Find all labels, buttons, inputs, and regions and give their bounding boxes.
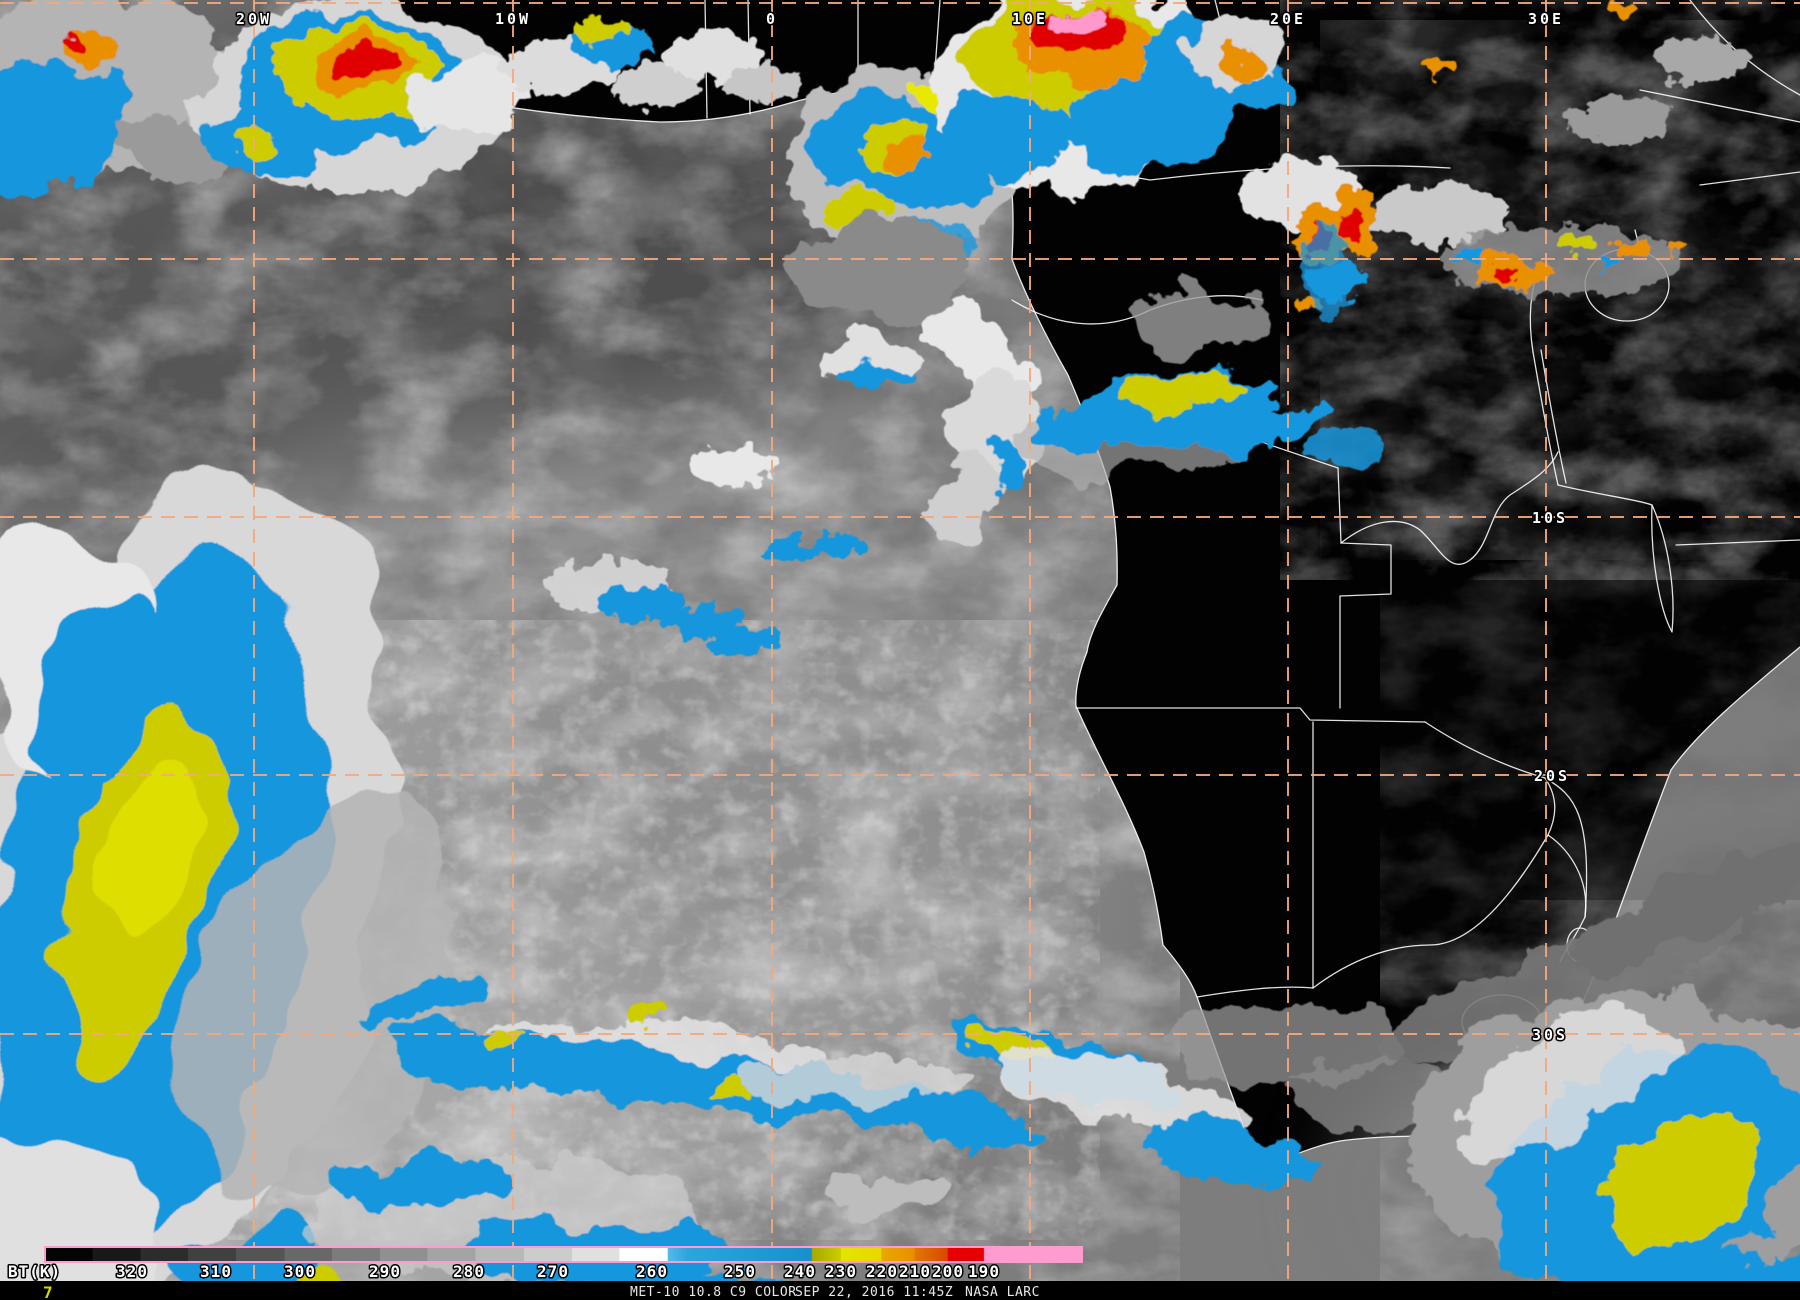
grid-labels: 20W 10W 0 10E 20E 30E 10S 20S 30S: [234, 9, 1570, 1046]
colorbar: BT(K) 320 310 300 290 280 270 260 250 24…: [7, 1246, 1083, 1283]
convective-line-angola: [1019, 294, 1380, 478]
clouds-gulf-of-guinea: [502, 18, 802, 108]
colorbar-gradient-bar: [44, 1246, 1083, 1263]
meridian-label-10e: 10E: [1012, 10, 1048, 28]
colorbar-tick-190: 190: [968, 1262, 1000, 1281]
caption-product: MET-10 10.8 C9 COLOR: [630, 1285, 797, 1300]
colorbar-tick-300: 300: [284, 1262, 316, 1281]
storm-nigeria-chad: [930, 0, 1296, 188]
caption-background: [0, 1281, 1800, 1300]
clouds-gabon-coast: [788, 218, 1048, 546]
colorbar-tick-250: 250: [724, 1262, 756, 1281]
clouds-central-atlantic: [548, 448, 864, 654]
parallel-label-30s: 30S: [1532, 1026, 1568, 1044]
colorbar-tick-270: 270: [537, 1262, 569, 1281]
colorbar-tick-240: 240: [784, 1262, 816, 1281]
colorbar-tick-280: 280: [453, 1262, 485, 1281]
colorbar-title: BT(K): [8, 1262, 61, 1281]
colorbar-tick-310: 310: [200, 1262, 232, 1281]
storm-southeast-indian-ocean: [1371, 841, 1800, 1300]
colorbar-tick-290: 290: [369, 1262, 401, 1281]
caption-credit: NASA LARC: [965, 1285, 1040, 1300]
colorbar-tick-210: 210: [899, 1262, 931, 1281]
colorbar-tick-260: 260: [636, 1262, 668, 1281]
storm-west-africa: [197, 0, 534, 193]
meridian-label-10w: 10W: [495, 10, 531, 28]
colorbar-tick-320: 320: [116, 1262, 148, 1281]
parallel-label-10s: 10S: [1532, 509, 1568, 527]
parallel-label-20s: 20S: [1534, 767, 1570, 785]
meridian-label-30e: 30E: [1528, 10, 1564, 28]
colorbar-tick-220: 220: [866, 1262, 898, 1281]
meridian-label-20w: 20W: [236, 10, 272, 28]
meridian-label-0: 0: [766, 10, 778, 28]
storm-top-left: [0, 0, 245, 198]
cloud-band-south-of-cape: [952, 1005, 1485, 1184]
colorbar-tick-200: 200: [932, 1262, 964, 1281]
caption-bar: 7 MET-10 10.8 C9 COLOR SEP 22, 2016 11:4…: [0, 1281, 1800, 1300]
colorbar-tick-230: 230: [825, 1262, 857, 1281]
meridian-label-20e: 20E: [1270, 10, 1306, 28]
clouds-congo-basin: [1240, 2, 1748, 320]
corner-mark: 7: [43, 1283, 53, 1300]
caption-datetime: SEP 22, 2016 11:45Z: [795, 1285, 953, 1300]
